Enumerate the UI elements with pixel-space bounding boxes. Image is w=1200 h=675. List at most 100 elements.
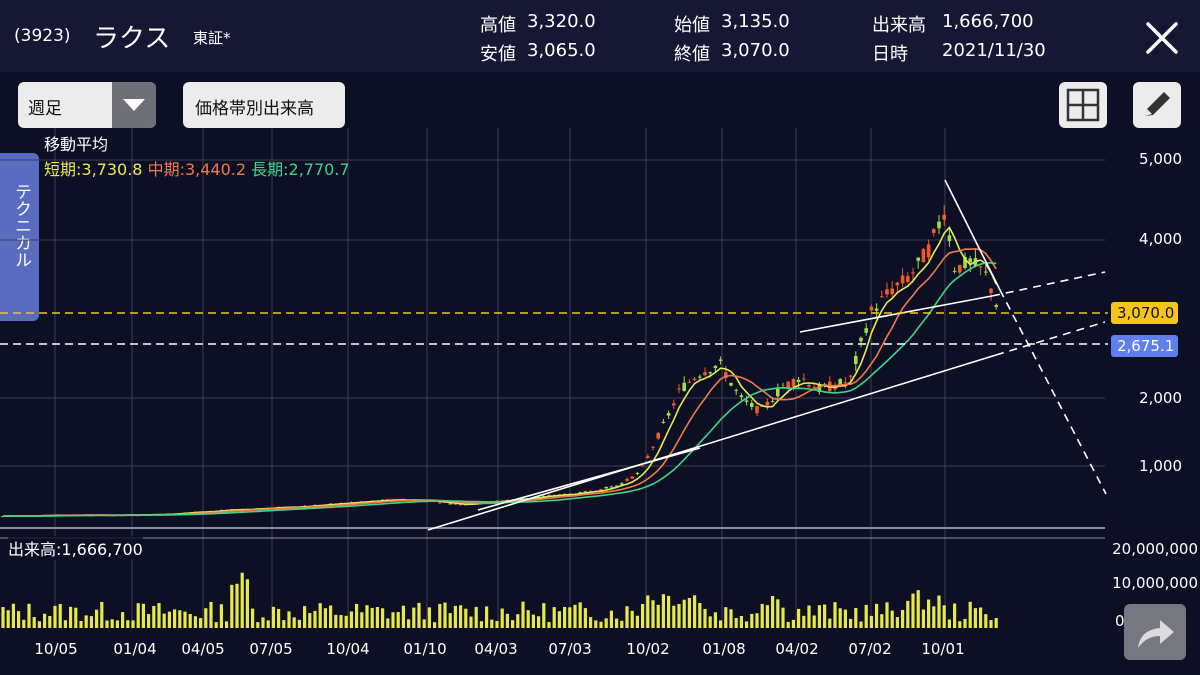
- x-tick: 04/05: [181, 640, 225, 658]
- volume-bar: [225, 621, 229, 628]
- volume-tick: 20,000,000: [1112, 540, 1198, 558]
- candle-body: [656, 433, 660, 439]
- period-select[interactable]: 週足: [18, 82, 156, 128]
- candle-body: [692, 378, 697, 380]
- volume-bar: [583, 608, 587, 628]
- volume-by-price-button[interactable]: 価格帯別出来高: [183, 82, 345, 128]
- candle-body: [968, 258, 972, 263]
- candle-body: [635, 472, 640, 474]
- volume-bar: [126, 620, 130, 628]
- volume-bar: [557, 611, 561, 628]
- candle-body: [926, 244, 931, 258]
- close-icon: [1146, 22, 1178, 54]
- volume-bar: [407, 619, 411, 628]
- volume-bar: [74, 607, 78, 628]
- volume-bar: [63, 620, 67, 628]
- volume-bar: [277, 608, 281, 628]
- x-tick: 10/04: [326, 640, 370, 658]
- ma-mid-line: [3, 247, 997, 517]
- volume-bar: [495, 620, 499, 628]
- high-value: 3,320.0: [527, 11, 596, 32]
- candle-body: [583, 491, 588, 493]
- technical-tab[interactable]: テクニカル: [0, 153, 39, 321]
- candle-body: [698, 376, 702, 378]
- volume-bar: [230, 584, 234, 628]
- volume-bar: [100, 601, 104, 628]
- high-label: 高値: [480, 15, 516, 36]
- volume-bar: [589, 617, 593, 628]
- candle-body: [588, 491, 593, 493]
- volume-bar: [843, 609, 847, 628]
- candle-body: [791, 379, 796, 387]
- volume-bar: [542, 603, 546, 628]
- volume-bar: [401, 605, 405, 628]
- candle-body: [843, 382, 848, 384]
- volume-bar: [438, 603, 442, 628]
- volume-bar: [32, 617, 36, 628]
- trend-line: [799, 295, 993, 333]
- x-tick: 07/05: [249, 640, 293, 658]
- volume-bar: [48, 615, 52, 628]
- volume-bar: [797, 608, 801, 628]
- volume-bar: [817, 605, 821, 628]
- down-trend-line: [944, 179, 1001, 291]
- candle-body: [895, 282, 900, 286]
- trend-line: [477, 447, 701, 511]
- volume-bar: [157, 603, 161, 628]
- volume-bar: [968, 601, 972, 628]
- volume-bar: [365, 605, 369, 628]
- volume-bar: [1, 607, 5, 628]
- ma-long-line: [3, 262, 997, 517]
- volume-bar: [771, 595, 775, 628]
- volume-bar: [95, 609, 99, 628]
- volume-tick: 10,000,000: [1112, 574, 1198, 592]
- volume-bar: [765, 605, 769, 628]
- candle-body: [776, 388, 780, 397]
- close-button[interactable]: [1138, 14, 1186, 62]
- candle-body: [682, 382, 686, 391]
- volume-bar: [646, 595, 650, 628]
- x-tick: 04/02: [775, 640, 819, 658]
- layout-grid-button[interactable]: [1059, 82, 1107, 128]
- volume-bar: [110, 619, 114, 628]
- volume-bar: [53, 605, 57, 628]
- candle-body: [661, 421, 666, 423]
- volume-bar: [578, 602, 582, 628]
- volume-bar: [719, 620, 723, 628]
- volume-bar: [760, 603, 764, 628]
- share-button[interactable]: [1124, 604, 1186, 660]
- volume-bar: [240, 572, 244, 628]
- volume-bar: [511, 620, 515, 628]
- volume-bar: [880, 614, 884, 628]
- candle-body: [604, 486, 608, 489]
- candle-body: [921, 249, 926, 263]
- draw-tool-button[interactable]: [1133, 82, 1181, 128]
- volume-bar: [526, 610, 530, 628]
- current-price-tag: 3,070.0: [1111, 302, 1179, 324]
- candle-body: [547, 494, 551, 496]
- volume-bar: [375, 607, 379, 628]
- candle-body: [718, 359, 723, 361]
- volume-bar: [349, 611, 353, 628]
- low-label: 安値: [480, 44, 516, 65]
- ma-short-value: 短期:3,730.8: [44, 160, 143, 179]
- candle-body: [848, 375, 853, 377]
- volume-bar: [84, 615, 88, 628]
- candle-body: [906, 276, 910, 282]
- volume-bar: [568, 607, 572, 628]
- volume-bar: [916, 590, 920, 628]
- candle-body: [620, 483, 624, 485]
- volume-bar: [292, 617, 296, 628]
- volume-bar: [625, 606, 629, 628]
- volume-bar: [459, 605, 463, 628]
- candle-body: [640, 465, 645, 467]
- volume-bar: [927, 599, 931, 628]
- volume-value: 1,666,700: [942, 11, 1034, 32]
- volume-bar: [6, 610, 10, 628]
- volume-bar: [724, 607, 728, 628]
- volume-bar: [79, 620, 83, 628]
- volume-bar: [781, 607, 785, 628]
- volume-bar: [745, 621, 749, 628]
- volume-bar: [308, 613, 312, 628]
